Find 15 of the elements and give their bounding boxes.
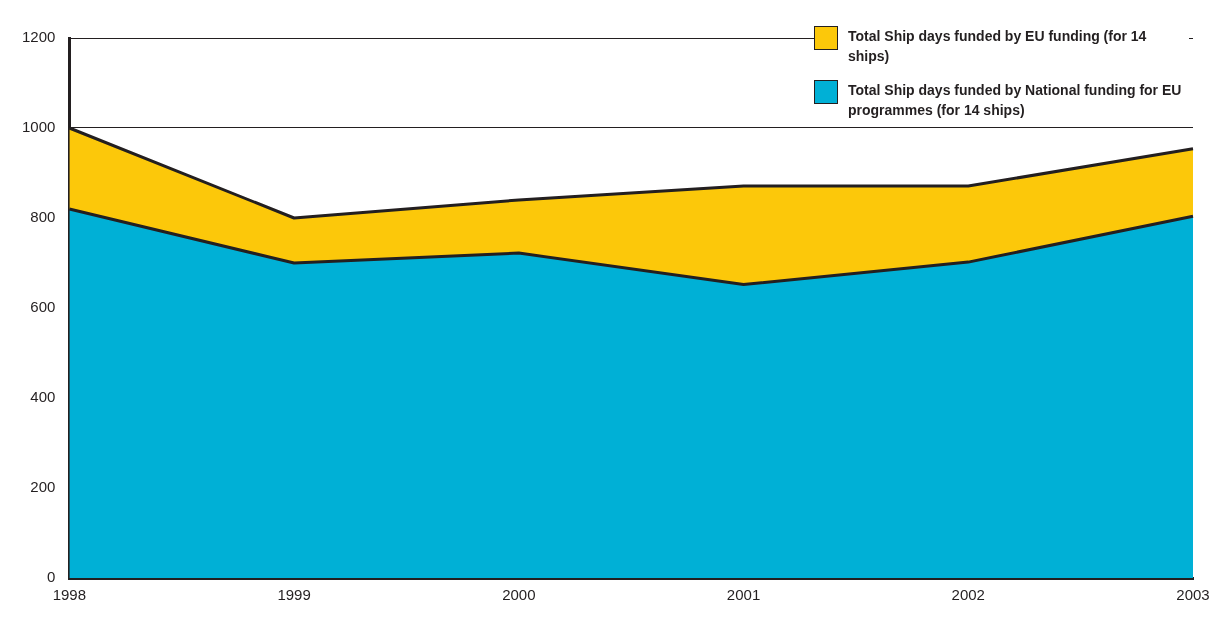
y-tick-label: 1000 xyxy=(21,118,56,136)
legend-label: Total Ship days funded by National funding for EU programmes (for 14 ships) xyxy=(848,81,1183,120)
legend-label: Total Ship days funded by EU funding (for 14 ships) xyxy=(848,27,1148,66)
x-tick-label: 2000 xyxy=(502,586,536,604)
y-tick-label: 600 xyxy=(30,298,56,316)
y-tick-label: 200 xyxy=(30,478,56,496)
x-tick-label: 1999 xyxy=(277,586,311,604)
x-tick-label: 2002 xyxy=(951,586,985,604)
x-tick-label: 1998 xyxy=(52,586,87,604)
y-tick-label: 1200 xyxy=(21,28,56,46)
x-tick-label: 2001 xyxy=(726,586,761,604)
y-tick-label: 0 xyxy=(47,568,56,586)
x-tick-label: 2003 xyxy=(1176,586,1210,604)
y-tick-label: 800 xyxy=(30,208,56,226)
y-tick-label: 400 xyxy=(30,388,56,406)
